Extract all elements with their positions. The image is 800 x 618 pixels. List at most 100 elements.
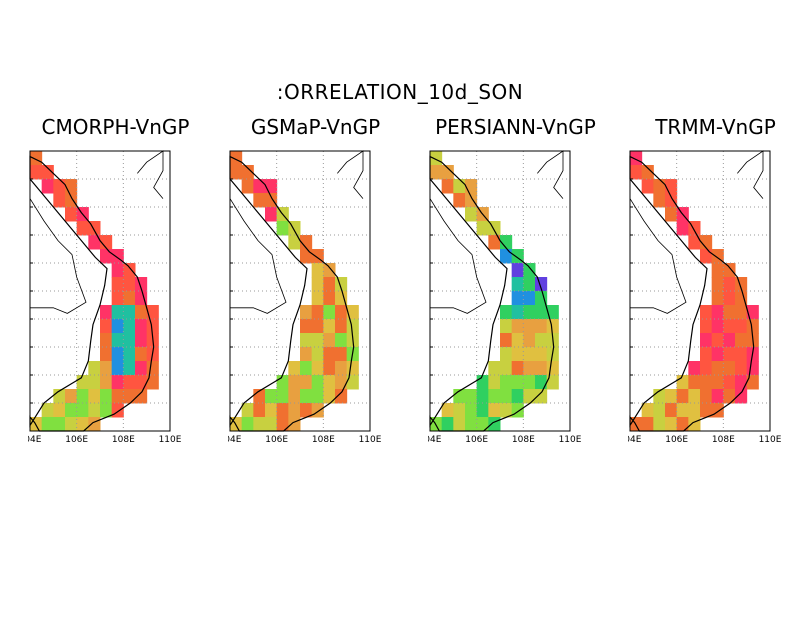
grid-cell bbox=[41, 179, 54, 194]
grid-cell bbox=[123, 277, 136, 292]
grid-cell bbox=[665, 417, 678, 432]
grid-cell bbox=[511, 347, 524, 362]
grid-cell bbox=[430, 151, 443, 166]
grid-cell bbox=[300, 403, 313, 418]
grid-cell bbox=[511, 375, 524, 390]
grid-cell bbox=[276, 403, 289, 418]
grid-cell bbox=[265, 193, 278, 208]
grid-cell bbox=[300, 361, 313, 376]
grid-cell bbox=[735, 375, 748, 390]
grid-cell bbox=[511, 319, 524, 334]
grid-cell bbox=[700, 389, 713, 404]
grid-cell bbox=[535, 319, 548, 334]
grid-cell bbox=[700, 249, 713, 264]
grid-cell bbox=[500, 347, 513, 362]
grid-cell bbox=[711, 389, 724, 404]
grid-cell bbox=[253, 403, 266, 418]
grid-cell bbox=[453, 417, 466, 432]
grid-cell bbox=[746, 375, 759, 390]
panel-title: PERSIANN-VnGP bbox=[435, 115, 596, 139]
grid-cell bbox=[276, 389, 289, 404]
hainan-coastline bbox=[737, 150, 764, 199]
grid-cell bbox=[265, 179, 278, 194]
grid-cell bbox=[76, 417, 89, 432]
grid-cell bbox=[735, 291, 748, 306]
grid-cell bbox=[535, 305, 548, 320]
grid-cell bbox=[65, 193, 78, 208]
grid-cell bbox=[500, 389, 513, 404]
grid-cell bbox=[265, 389, 278, 404]
grid-cell bbox=[500, 361, 513, 376]
country-border bbox=[629, 198, 687, 314]
grid-cell bbox=[323, 375, 336, 390]
grid-cell bbox=[641, 165, 654, 180]
grid-cell bbox=[441, 417, 454, 432]
grid-cell bbox=[511, 333, 524, 348]
grid-cell bbox=[100, 319, 113, 334]
grid-cell bbox=[500, 333, 513, 348]
grid-cell bbox=[465, 403, 478, 418]
grid-cell bbox=[676, 221, 689, 236]
grid-cell bbox=[688, 361, 701, 376]
grid-cell bbox=[300, 235, 313, 250]
grid-cell bbox=[111, 333, 124, 348]
grid-cell bbox=[241, 179, 254, 194]
grid-cell bbox=[100, 249, 113, 264]
grid-cell bbox=[335, 305, 348, 320]
grid-cell bbox=[441, 179, 454, 194]
grid-cell bbox=[700, 361, 713, 376]
grid-cell bbox=[700, 403, 713, 418]
grid-cell bbox=[511, 263, 524, 278]
grid-cell bbox=[311, 375, 324, 390]
grid-cell bbox=[723, 305, 736, 320]
grid-cell bbox=[123, 389, 136, 404]
hainan-coastline bbox=[537, 150, 564, 199]
grid-cell bbox=[723, 277, 736, 292]
lon-tick-label: 106E bbox=[265, 435, 288, 445]
grid-cell bbox=[311, 263, 324, 278]
grid-cell bbox=[123, 291, 136, 306]
grid-cell bbox=[641, 403, 654, 418]
grid-cell bbox=[111, 347, 124, 362]
grid-cell bbox=[311, 403, 324, 418]
grid-cell bbox=[523, 319, 536, 334]
panel-title: CMORPH-VnGP bbox=[41, 115, 190, 139]
lon-tick-label: 110E bbox=[159, 435, 182, 445]
grid-cell bbox=[65, 403, 78, 418]
grid-cell bbox=[488, 389, 501, 404]
grid-cell bbox=[323, 263, 336, 278]
grid-cell bbox=[300, 347, 313, 362]
grid-cell bbox=[53, 403, 66, 418]
grid-cell bbox=[135, 305, 148, 320]
grid-cell bbox=[288, 361, 301, 376]
grid-cell bbox=[111, 277, 124, 292]
lon-tick-label: 108E bbox=[312, 435, 335, 445]
grid-cell bbox=[135, 347, 148, 362]
grid-cell bbox=[453, 193, 466, 208]
grid-cell bbox=[65, 417, 78, 432]
grid-cell bbox=[676, 375, 689, 390]
map-plot: 20N19N18N17N16N15N14N13N12N11N10N104E106… bbox=[28, 150, 182, 445]
grid-cell bbox=[500, 305, 513, 320]
grid-cell bbox=[311, 333, 324, 348]
grid-cell bbox=[111, 361, 124, 376]
lon-tick-label: 106E bbox=[465, 435, 488, 445]
grid-cell bbox=[323, 389, 336, 404]
grid-cell bbox=[700, 319, 713, 334]
lon-tick-label: 108E bbox=[512, 435, 535, 445]
correlation-grid bbox=[430, 151, 559, 432]
grid-cell bbox=[488, 375, 501, 390]
grid-cell bbox=[700, 375, 713, 390]
grid-cell bbox=[546, 375, 559, 390]
grid-cell bbox=[300, 333, 313, 348]
grid-cell bbox=[323, 319, 336, 334]
grid-cell bbox=[241, 417, 254, 432]
lon-tick-label: 104E bbox=[628, 435, 642, 445]
grid-cell bbox=[700, 347, 713, 362]
grid-cell bbox=[523, 305, 536, 320]
grid-cell bbox=[630, 151, 643, 166]
grid-cell bbox=[476, 375, 489, 390]
grid-cell bbox=[523, 375, 536, 390]
grid-cell bbox=[265, 403, 278, 418]
grid-cell bbox=[65, 179, 78, 194]
